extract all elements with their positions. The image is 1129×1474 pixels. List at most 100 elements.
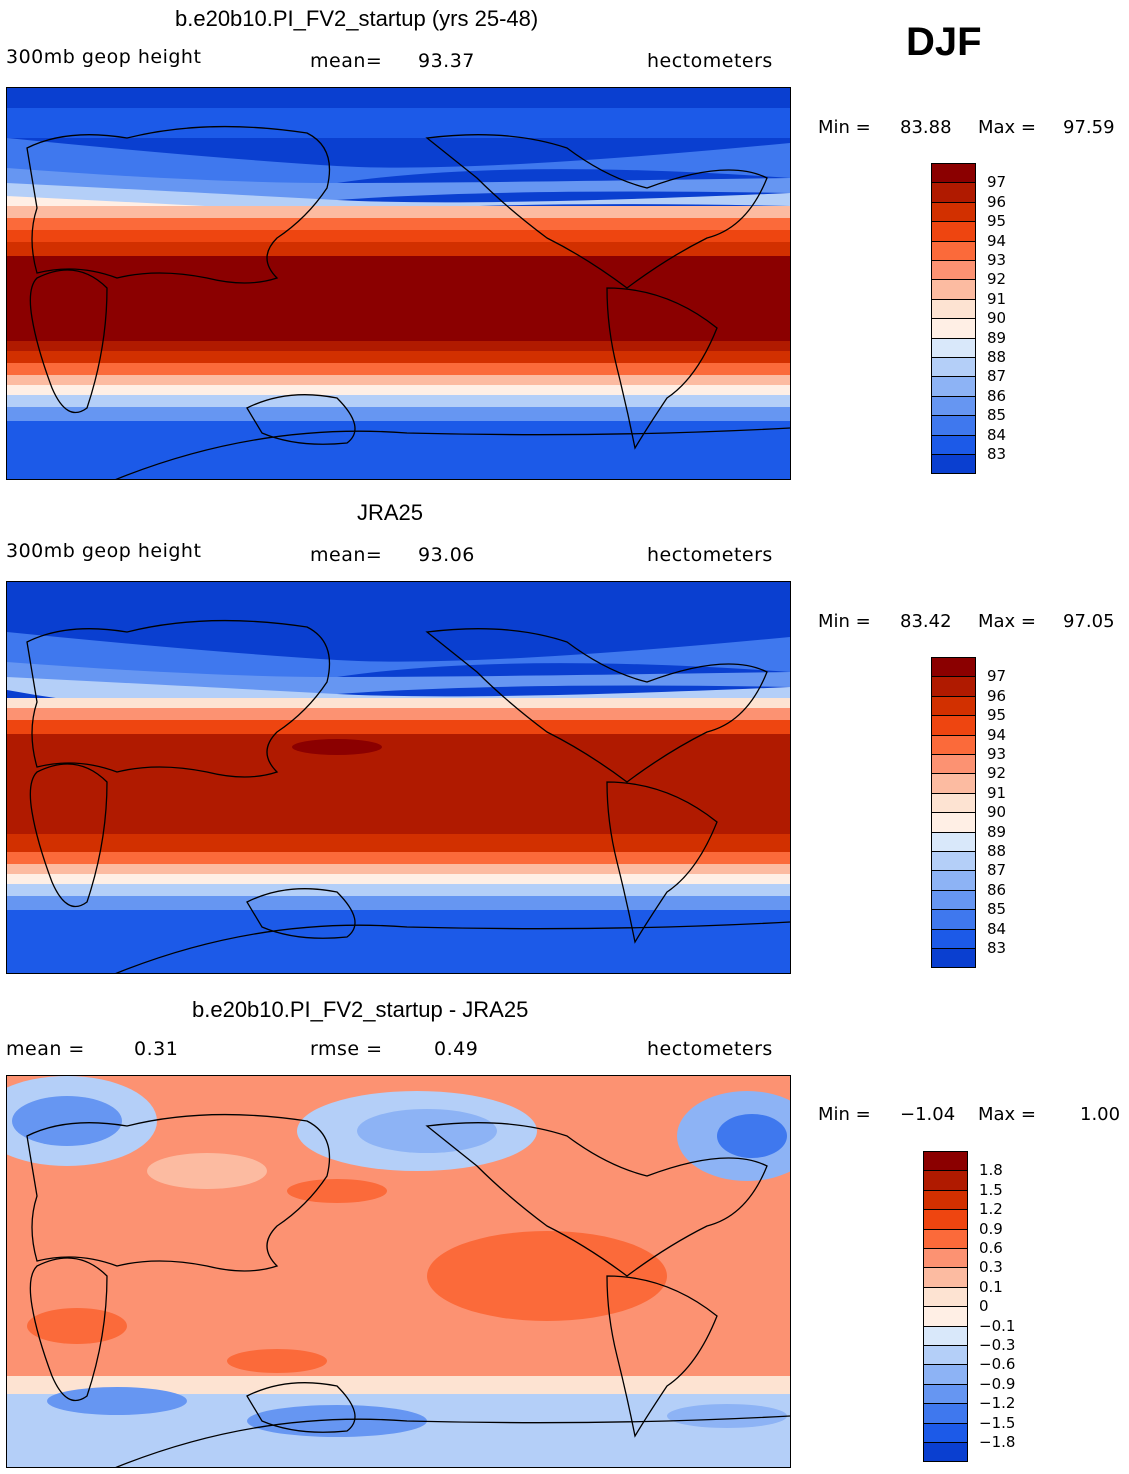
colorbar1-swatch bbox=[931, 298, 976, 320]
panel3-neg-south-a bbox=[47, 1387, 187, 1415]
colorbar1-label: 91 bbox=[987, 289, 1007, 308]
colorbar1-swatch bbox=[931, 221, 976, 242]
panel1-band-n86 bbox=[7, 138, 790, 193]
colorbar2-label: 92 bbox=[987, 764, 1007, 783]
colorbar1-label: 88 bbox=[987, 348, 1007, 366]
colorbar1-swatch bbox=[931, 376, 976, 397]
panel2-band-s91 bbox=[7, 864, 790, 874]
panel1-band-s88 bbox=[7, 395, 790, 407]
panel1-min-value: 83.88 bbox=[900, 117, 952, 138]
colorbar2-swatch bbox=[931, 754, 976, 775]
colorbar3-swatch bbox=[923, 1170, 968, 1191]
colorbar1-swatch bbox=[931, 395, 976, 417]
panel2-field bbox=[7, 582, 790, 973]
panel2-band-s85 bbox=[7, 910, 790, 973]
panel3-rmse-value: 0.49 bbox=[434, 1038, 479, 1060]
panel1-band-n95 bbox=[7, 242, 790, 258]
colorbar2-label: 97 bbox=[987, 667, 1007, 686]
colorbar3-label: 0.6 bbox=[979, 1239, 1003, 1257]
colorbar2-swatch bbox=[931, 870, 976, 891]
colorbar1-swatch bbox=[931, 182, 976, 203]
colorbar2-label: 90 bbox=[987, 803, 1007, 822]
colorbar3-swatch bbox=[923, 1248, 968, 1269]
colorbar3-swatch bbox=[923, 1267, 968, 1288]
colorbar3-label: −0.9 bbox=[979, 1374, 1016, 1393]
panel3-field bbox=[7, 1076, 790, 1467]
panel1-band-n94 bbox=[7, 230, 790, 244]
colorbar2-label: 95 bbox=[987, 706, 1007, 725]
colorbar2-swatch bbox=[931, 792, 976, 814]
colorbar3-label: −1.5 bbox=[979, 1413, 1016, 1432]
panel2-min-value: 83.42 bbox=[900, 611, 952, 632]
colorbar3-label: 0.3 bbox=[979, 1258, 1003, 1277]
panel2-band-n86 bbox=[7, 632, 790, 687]
panel3-neg-south-b bbox=[247, 1405, 427, 1437]
colorbar3-label: 0 bbox=[979, 1297, 989, 1316]
colorbar2-label: 85 bbox=[987, 900, 1007, 919]
colorbar2-label: 84 bbox=[987, 919, 1007, 938]
colorbar2-label: 89 bbox=[987, 822, 1007, 841]
panel3-mean-label: mean = bbox=[6, 1038, 85, 1060]
colorbar3-label: −0.1 bbox=[979, 1316, 1016, 1335]
panel1-coastlines bbox=[26, 125, 790, 479]
colorbar3-swatch bbox=[923, 1189, 968, 1211]
panel3-band-zero bbox=[7, 1376, 790, 1396]
colorbar3-label: 0.9 bbox=[979, 1219, 1003, 1238]
panel3-neg-atlantic bbox=[717, 1114, 787, 1158]
panel2-band-s88 bbox=[7, 884, 790, 896]
panel3-mean-value: 0.31 bbox=[134, 1038, 179, 1060]
panel3-title: b.e20b10.PI_FV2_startup - JRA25 bbox=[192, 997, 529, 1022]
colorbar3-swatch bbox=[923, 1422, 968, 1443]
colorbar1-swatch bbox=[931, 434, 976, 455]
panel2-band-s95 bbox=[7, 834, 790, 852]
panel3-min-label: Min = bbox=[818, 1104, 871, 1125]
panel2-map bbox=[6, 581, 791, 974]
colorbar3-label: 1.5 bbox=[979, 1180, 1003, 1199]
panel2-band-s93 bbox=[7, 852, 790, 864]
colorbar1-label: 92 bbox=[987, 270, 1007, 289]
panel3-pos-africa bbox=[27, 1308, 127, 1344]
colorbar1-label: 95 bbox=[987, 212, 1007, 231]
colorbar1-swatch bbox=[931, 279, 976, 300]
panel2-mean-value: 93.06 bbox=[418, 544, 475, 566]
colorbar1-label: 84 bbox=[987, 425, 1007, 444]
panel2-band-s86 bbox=[7, 896, 790, 910]
colorbar3-label: −0.6 bbox=[979, 1355, 1016, 1374]
colorbar1-label: 85 bbox=[987, 406, 1007, 425]
colorbar3-swatch bbox=[923, 1325, 968, 1346]
colorbar2-label: 94 bbox=[987, 725, 1007, 744]
colorbar2-label: 83 bbox=[987, 939, 1007, 957]
colorbar1-swatch bbox=[931, 260, 976, 281]
colorbar2-swatch bbox=[931, 657, 976, 678]
colorbar3-swatch bbox=[923, 1228, 968, 1249]
colorbar3-label: 1.2 bbox=[979, 1200, 1003, 1219]
panel3-neg-south-c bbox=[667, 1404, 787, 1428]
panel1-variable-label: 300mb geop height bbox=[6, 46, 202, 68]
colorbar2-swatch bbox=[931, 695, 976, 717]
panel3-min-value: −1.04 bbox=[900, 1104, 956, 1125]
colorbar3-swatch bbox=[923, 1151, 968, 1172]
colorbar1-label: 96 bbox=[987, 192, 1007, 211]
colorbar3-label: 0.1 bbox=[979, 1277, 1003, 1296]
panel3-pos-pacific bbox=[427, 1231, 667, 1321]
colorbar1-label: 86 bbox=[987, 386, 1007, 405]
colorbar1-swatch bbox=[931, 454, 976, 475]
colorbar3-swatch bbox=[923, 1209, 968, 1230]
colorbar3-swatch bbox=[923, 1345, 968, 1366]
panel1-map bbox=[6, 87, 791, 480]
panel2-title: JRA25 bbox=[357, 500, 424, 525]
panel1-mean-label: mean= bbox=[310, 50, 383, 72]
panel1-max-label: Max = bbox=[978, 117, 1037, 138]
panel1-band-s85 bbox=[7, 421, 790, 479]
panel1-band-s90 bbox=[7, 385, 790, 395]
colorbar2-swatch bbox=[931, 851, 976, 872]
panel1-mean-value: 93.37 bbox=[418, 50, 475, 72]
colorbar1-swatch bbox=[931, 240, 976, 261]
panel2-max-value: 97.05 bbox=[1063, 611, 1115, 632]
panel1-band-s86 bbox=[7, 407, 790, 421]
colorbar1-label: 83 bbox=[987, 445, 1007, 463]
panel2-band-96 bbox=[7, 734, 790, 834]
colorbar1-swatch bbox=[931, 201, 976, 223]
panel1-units: hectometers bbox=[647, 50, 773, 72]
colorbar2-swatch bbox=[931, 773, 976, 794]
